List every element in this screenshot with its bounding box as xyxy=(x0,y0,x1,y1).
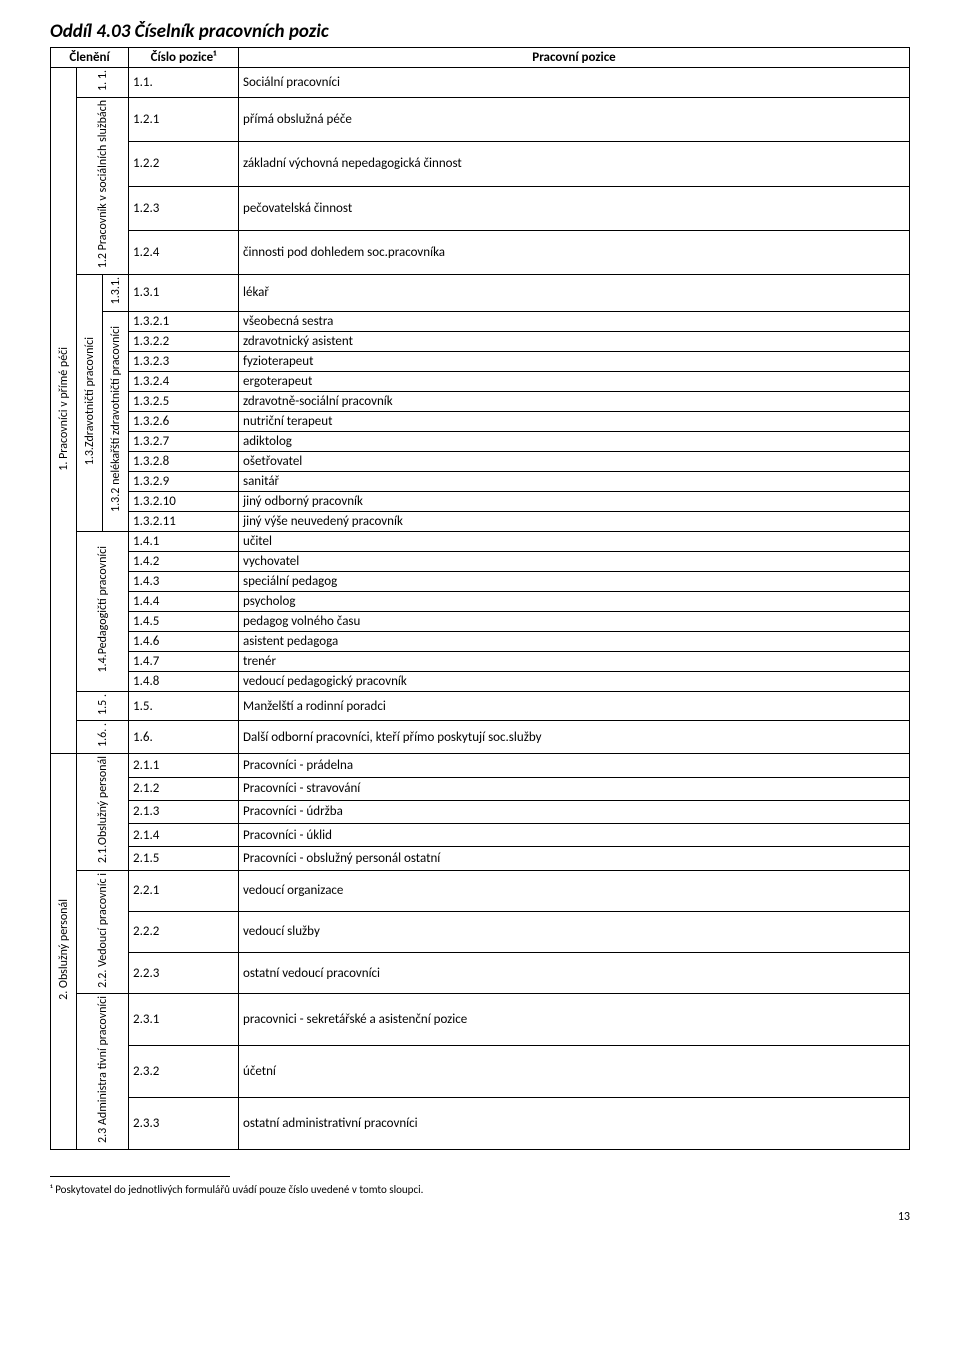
code-cell: 1.4.7 xyxy=(129,651,239,671)
code-cell: 1.3.2.10 xyxy=(129,491,239,511)
header-grouping: Členění xyxy=(51,48,129,68)
group-1-3-1-label: 1.3.1. xyxy=(109,277,123,304)
desc-cell: trenér xyxy=(239,651,910,671)
desc-cell: speciální pedagog xyxy=(239,571,910,591)
code-cell: 2.1.1 xyxy=(129,754,239,777)
desc-cell: vedoucí služby xyxy=(239,911,910,952)
section-title: Oddíl 4.03 Číselník pracovních pozic xyxy=(50,20,910,43)
code-cell: 1.3.2.2 xyxy=(129,331,239,351)
footnote-divider xyxy=(50,1176,230,1177)
code-cell: 1.3.2.7 xyxy=(129,431,239,451)
group-2-3-label: 2.3 Administra tivní pracovníci xyxy=(96,996,110,1143)
code-cell: 1.4.3 xyxy=(129,571,239,591)
group-1-6-label: 1.6. . xyxy=(96,723,110,747)
desc-cell: učitel xyxy=(239,531,910,551)
desc-cell: zdravotně-sociální pracovník xyxy=(239,391,910,411)
code-cell: 1.3.2.6 xyxy=(129,411,239,431)
desc-cell: vychovatel xyxy=(239,551,910,571)
desc-cell: ostatní vedoucí pracovníci xyxy=(239,953,910,994)
desc-cell: vedoucí pedagogický pracovník xyxy=(239,671,910,691)
desc-cell: vedoucí organizace xyxy=(239,870,910,911)
code-cell: 2.2.3 xyxy=(129,953,239,994)
code-cell: 2.1.5 xyxy=(129,847,239,870)
group-2-1-label: 2.1.Obslužný personál xyxy=(96,756,110,863)
group-1-3-label: 1.3.Zdravotničtí pracovníci xyxy=(83,337,97,465)
positions-table: Členění Číslo pozice¹ Pracovní pozice 1.… xyxy=(50,47,910,1150)
code-cell: 1.3.2.1 xyxy=(129,311,239,331)
desc-cell: pečovatelská činnost xyxy=(239,186,910,230)
desc-cell: ošetřovatel xyxy=(239,451,910,471)
code-cell: 2.2.2 xyxy=(129,911,239,952)
desc-cell: základní výchovná nepedagogická činnost xyxy=(239,142,910,186)
code-cell: 1.3.2.8 xyxy=(129,451,239,471)
code-cell: 2.1.3 xyxy=(129,800,239,823)
desc-cell: zdravotnický asistent xyxy=(239,331,910,351)
desc-cell: Sociální pracovníci xyxy=(239,68,910,98)
code-cell: 1.1. xyxy=(129,68,239,98)
group-1-1-label: 1. 1. xyxy=(96,70,110,91)
code-cell: 1.4.4 xyxy=(129,591,239,611)
code-cell: 1.3.1 xyxy=(129,275,239,311)
desc-cell: pedagog volného času xyxy=(239,611,910,631)
code-cell: 1.2.3 xyxy=(129,186,239,230)
group-2-label: 2. Obslužný personál xyxy=(57,899,71,1000)
desc-cell: Pracovníci - úklid xyxy=(239,824,910,847)
code-cell: 1.2.2 xyxy=(129,142,239,186)
code-cell: 1.2.4 xyxy=(129,230,239,274)
code-cell: 2.3.1 xyxy=(129,994,239,1046)
desc-cell: psycholog xyxy=(239,591,910,611)
desc-cell: přímá obslužná péče xyxy=(239,97,910,141)
code-cell: 1.4.5 xyxy=(129,611,239,631)
code-cell: 1.4.2 xyxy=(129,551,239,571)
code-cell: 2.3.3 xyxy=(129,1098,239,1150)
group-1-label: 1. Pracovníci v přímé péči xyxy=(57,347,71,471)
desc-cell: asistent pedagoga xyxy=(239,631,910,651)
header-desc: Pracovní pozice xyxy=(239,48,910,68)
code-cell: 1.3.2.11 xyxy=(129,511,239,531)
group-1-4-label: 1.4.Pedagogičtí pracovníci xyxy=(96,546,110,673)
desc-cell: účetní xyxy=(239,1046,910,1098)
group-1-2-label: 1.2 Pracovník v sociálních službách xyxy=(96,100,110,268)
code-cell: 1.4.6 xyxy=(129,631,239,651)
desc-cell: Pracovníci - obslužný personál ostatní xyxy=(239,847,910,870)
desc-cell: adiktolog xyxy=(239,431,910,451)
desc-cell: činnosti pod dohledem soc.pracovníka xyxy=(239,230,910,274)
code-cell: 1.3.2.9 xyxy=(129,471,239,491)
code-cell: 1.6. xyxy=(129,721,239,754)
page-number: 13 xyxy=(50,1210,910,1224)
desc-cell: lékař xyxy=(239,275,910,311)
code-cell: 1.4.8 xyxy=(129,671,239,691)
footnote-text: ¹ Poskytovatel do jednotlivých formulářů… xyxy=(50,1183,910,1196)
code-cell: 1.2.1 xyxy=(129,97,239,141)
code-cell: 1.3.2.5 xyxy=(129,391,239,411)
desc-cell: ostatní administrativní pracovníci xyxy=(239,1098,910,1150)
code-cell: 2.2.1 xyxy=(129,870,239,911)
desc-cell: ergoterapeut xyxy=(239,371,910,391)
desc-cell: Manželští a rodinní poradci xyxy=(239,691,910,721)
desc-cell: sanitář xyxy=(239,471,910,491)
code-cell: 1.4.1 xyxy=(129,531,239,551)
desc-cell: nutriční terapeut xyxy=(239,411,910,431)
group-1-3-2-label: 1.3.2 nelékařští zdravotničtí pracovníci xyxy=(109,326,123,512)
code-cell: 2.1.4 xyxy=(129,824,239,847)
desc-cell: jiný výše neuvedený pracovník xyxy=(239,511,910,531)
code-cell: 2.3.2 xyxy=(129,1046,239,1098)
desc-cell: Pracovníci - stravování xyxy=(239,777,910,800)
code-cell: 1.3.2.3 xyxy=(129,351,239,371)
header-code: Číslo pozice¹ xyxy=(129,48,239,68)
desc-cell: Pracovníci - údržba xyxy=(239,800,910,823)
desc-cell: Pracovníci - prádelna xyxy=(239,754,910,777)
group-1-5-label: 1.5 . xyxy=(96,694,110,715)
desc-cell: pracovnici - sekretářské a asistenční po… xyxy=(239,994,910,1046)
desc-cell: jiný odborný pracovník xyxy=(239,491,910,511)
desc-cell: Další odborní pracovníci, kteří přímo po… xyxy=(239,721,910,754)
desc-cell: všeobecná sestra xyxy=(239,311,910,331)
code-cell: 2.1.2 xyxy=(129,777,239,800)
group-2-2-label: 2.2. Vedoucí pracovníc i xyxy=(96,873,110,988)
code-cell: 1.5. xyxy=(129,691,239,721)
code-cell: 1.3.2.4 xyxy=(129,371,239,391)
desc-cell: fyzioterapeut xyxy=(239,351,910,371)
